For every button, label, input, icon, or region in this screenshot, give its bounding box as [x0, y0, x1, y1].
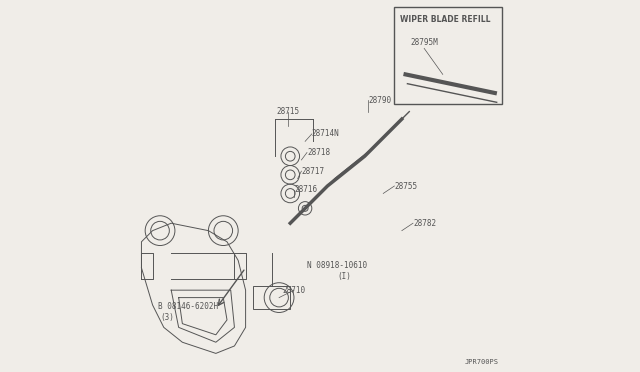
- Text: 28755: 28755: [394, 182, 417, 190]
- Text: 28715: 28715: [277, 107, 300, 116]
- Text: N 08918-10610: N 08918-10610: [307, 261, 367, 270]
- Text: 28790: 28790: [369, 96, 392, 105]
- Text: B 08146-6202H: B 08146-6202H: [158, 302, 218, 311]
- Text: 28795M: 28795M: [410, 38, 438, 46]
- Text: (I): (I): [337, 272, 351, 281]
- Bar: [253, 286, 291, 309]
- Text: 28710: 28710: [282, 286, 305, 295]
- Text: 28718: 28718: [307, 148, 330, 157]
- Text: 28716: 28716: [294, 185, 317, 194]
- Text: 28717: 28717: [301, 167, 324, 176]
- Bar: [394, 7, 502, 104]
- Text: 28782: 28782: [413, 219, 436, 228]
- Text: (3): (3): [161, 313, 175, 322]
- Text: WIPER BLADE REFILL: WIPER BLADE REFILL: [400, 15, 490, 24]
- Text: JPR700PS: JPR700PS: [465, 359, 499, 365]
- Text: 28714N: 28714N: [312, 129, 340, 138]
